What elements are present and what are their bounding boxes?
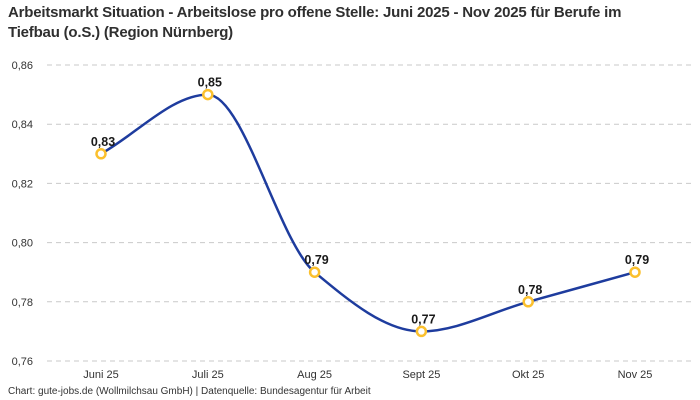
x-axis-tick-label: Sept 25 (402, 369, 440, 381)
series-line (100, 93, 636, 333)
y-axis-tick-label: 0,78 (12, 297, 33, 309)
data-point-label: 0,79 (625, 253, 649, 267)
y-axis-tick-label: 0,86 (12, 60, 33, 72)
data-point-label: 0,77 (411, 312, 435, 326)
chart-attribution: Chart: gute-jobs.de (Wollmilchsau GmbH) … (8, 386, 371, 397)
x-axis-tick-label: Okt 25 (512, 369, 544, 381)
y-axis-tick-label: 0,76 (12, 356, 33, 368)
y-axis-tick-label: 0,84 (12, 119, 33, 131)
data-point-label: 0,83 (91, 135, 115, 149)
x-axis-tick-label: Juli 25 (192, 369, 224, 381)
data-point-marker[interactable] (522, 296, 534, 308)
data-point-marker[interactable] (202, 88, 214, 101)
data-point-marker[interactable] (629, 266, 641, 278)
data-point-marker[interactable] (95, 148, 107, 160)
x-axis-tick-label: Nov 25 (618, 369, 653, 381)
x-axis-tick-label: Aug 25 (297, 369, 332, 381)
y-axis-tick-label: 0,80 (12, 238, 33, 250)
x-axis-tick-label: Juni 25 (83, 369, 118, 381)
data-point-label: 0,78 (518, 283, 542, 297)
y-axis-tick-label: 0,82 (12, 178, 33, 190)
chart-title: Arbeitsmarkt Situation - Arbeitslose pro… (8, 4, 622, 41)
data-point-label: 0,85 (198, 76, 222, 90)
data-point-label: 0,79 (304, 253, 328, 267)
data-point-marker[interactable] (415, 325, 428, 338)
data-point-marker[interactable] (308, 266, 321, 278)
